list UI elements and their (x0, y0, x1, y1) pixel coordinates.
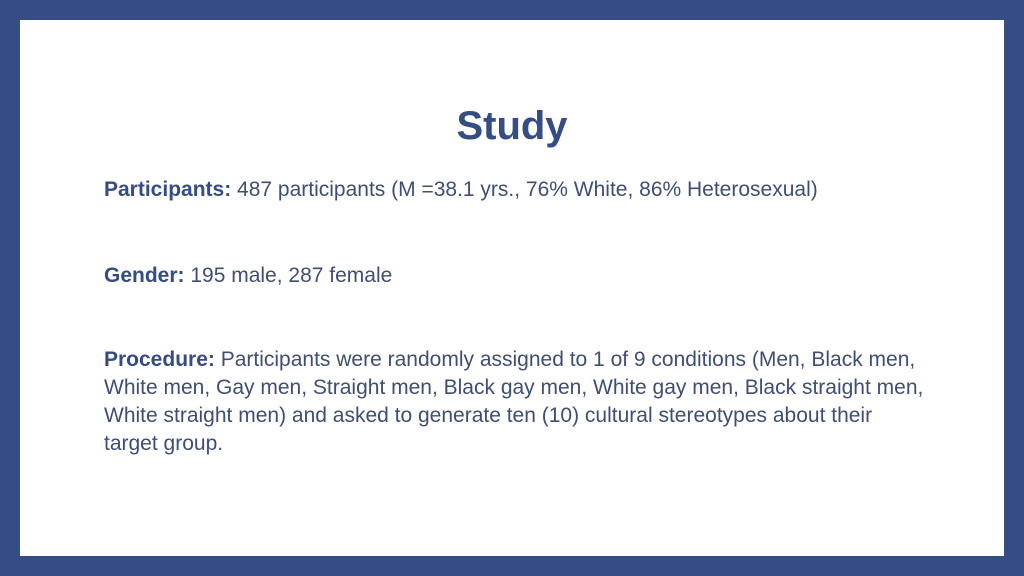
procedure-text: Participants were randomly assigned to 1… (104, 348, 924, 455)
gender-label: Gender: (104, 264, 185, 287)
gender-paragraph: Gender: 195 male, 287 female (104, 262, 924, 290)
participants-paragraph: Participants: 487 participants (M =38.1 … (104, 176, 924, 204)
participants-text: 487 participants (M =38.1 yrs., 76% Whit… (231, 178, 818, 201)
procedure-paragraph: Procedure: Participants were randomly as… (104, 346, 924, 458)
slide-canvas: Study Participants: 487 participants (M … (20, 20, 1004, 556)
procedure-label: Procedure: (104, 348, 215, 371)
participants-label: Participants: (104, 178, 232, 201)
gender-text: 195 male, 287 female (184, 264, 393, 287)
slide-title: Study (456, 104, 568, 148)
